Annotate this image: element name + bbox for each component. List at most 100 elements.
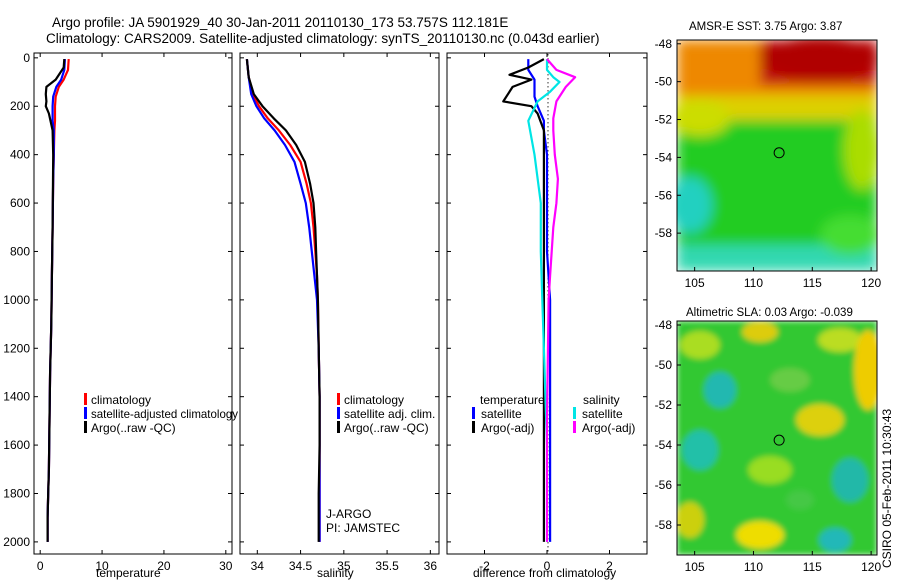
sla-blob [736, 521, 784, 549]
sst-map-title: AMSR-E SST: 3.75 Argo: 3.87 [689, 21, 842, 33]
legend-label-climatology: climatology [91, 393, 151, 407]
sst-map-frame [676, 39, 878, 272]
sst-cyan-west [677, 177, 712, 233]
x-tick-label: 35 [337, 559, 351, 573]
map-x-tick-label: 110 [744, 276, 763, 290]
salinity-lines [245, 58, 321, 542]
series-line-climatology [245, 58, 321, 542]
legend-label-argo: Argo(..raw -QC) [91, 421, 176, 435]
sla-map-ticks: 105 110 115 120 -48 -50 -52 -54 -56 -58 [655, 318, 882, 574]
series-line-argo-raw-qc- [245, 58, 321, 542]
legend-swatch-temp-satellite [472, 407, 475, 419]
y-tick-label: 400 [10, 148, 30, 162]
sla-blob [742, 322, 778, 342]
x-tick-label: 0 [544, 559, 551, 573]
legend-title-salinity: salinity [583, 393, 620, 407]
sla-blob [819, 528, 851, 552]
y-tick-label: 1600 [3, 438, 30, 452]
map-y-tick-label: -54 [655, 150, 673, 164]
x-tick-label: -2 [479, 559, 490, 573]
legend-swatch-sal-argo [573, 421, 576, 433]
map-x-tick-label: 120 [861, 276, 881, 290]
sst-green-east [820, 215, 877, 255]
legend-swatch-argo [84, 421, 87, 433]
y-tick-label: 1000 [3, 293, 30, 307]
sla-blob [770, 368, 810, 392]
x-tick-label: 34.5 [289, 559, 313, 573]
legend-swatch-climatology [337, 393, 340, 405]
map-x-tick-label: 105 [685, 560, 705, 574]
salinity-legend: climatology satellite adj. clim. Argo(..… [337, 393, 435, 435]
series-line-salinity-argo-adj- [545, 58, 577, 542]
map-x-tick-label: 105 [685, 276, 705, 290]
legend-title-temperature: temperature [480, 393, 545, 407]
sst-map: AMSR-E SST: 3.75 Argo: 3.87 105 110 115 120… [655, 21, 882, 290]
figure-title-line2: Climatology: CARS2009. Satellite-adjuste… [46, 31, 600, 46]
sla-blob [748, 456, 792, 484]
annotation-j-argo: J-ARGO [326, 507, 371, 521]
map-y-tick-label: -54 [655, 438, 673, 452]
legend-label-argo: Argo(..raw -QC) [344, 421, 429, 435]
difference-lines [502, 58, 577, 542]
difference-legend: temperature salinity satellite Argo(-adj… [472, 393, 635, 435]
sst-map-ticks: 105 110 115 120 -48 -50 -52 -54 -56 -58 [655, 37, 882, 290]
y-tick-label: 1800 [3, 486, 30, 500]
sla-map-title: Altimetric SLA: 0.03 Argo: -0.039 [686, 307, 853, 319]
x-tick-label: 10 [95, 559, 109, 573]
map-y-tick-label: -48 [655, 318, 673, 332]
series-line-temperature-argo-adj- [502, 58, 546, 542]
difference-panel: -2 0 2 difference from climatology tempera… [446, 52, 648, 580]
temperature-xlabel: temperature [96, 566, 161, 580]
series-line-argo-raw-qc- [44, 59, 66, 542]
temperature-axes-frame [33, 52, 233, 555]
legend-swatch-argo [337, 421, 340, 433]
legend-label-temp-satellite: satellite [481, 407, 522, 421]
x-tick-label: 35.5 [375, 559, 399, 573]
csiro-timestamp: CSIRO 05-Feb-2011 10:30:43 [880, 408, 894, 568]
sla-blob [818, 328, 862, 352]
y-tick-label: 200 [10, 99, 30, 113]
sla-map-frame [676, 320, 878, 556]
sla-argo-position-marker [773, 434, 785, 446]
y-tick-label: 1400 [3, 390, 30, 404]
figure-title-line1: Argo profile: JA 5901929_40 30-Jan-2011 … [52, 15, 508, 30]
x-tick-label: 0 [37, 559, 44, 573]
map-y-tick-label: -56 [655, 478, 673, 492]
map-y-tick-label: -48 [655, 37, 673, 51]
map-x-tick-label: 115 [803, 276, 822, 290]
y-tick-label: 0 [23, 51, 30, 65]
difference-xlabel: difference from climatology [473, 566, 616, 580]
annotation-pi-jamstec: PI: JAMSTEC [326, 521, 400, 535]
y-tick-label: 600 [10, 196, 30, 210]
legend-label-satellite-adjusted: satellite-adjusted climatology [91, 407, 238, 421]
map-x-tick-label: 110 [744, 560, 763, 574]
legend-label-sal-satellite: satellite [582, 407, 623, 421]
legend-label-climatology: climatology [344, 393, 404, 407]
sla-blob [786, 490, 814, 510]
legend-swatch-satellite-adjusted [84, 407, 87, 419]
legend-label-sal-argo: Argo(-adj) [582, 421, 635, 435]
sst-hot-patch [760, 40, 877, 80]
legend-swatch-sal-satellite [573, 407, 576, 419]
legend-swatch-satellite-adj [337, 407, 340, 419]
map-y-tick-label: -50 [655, 75, 673, 89]
sla-blob [704, 372, 736, 408]
sla-blob [832, 458, 868, 502]
series-line-temperature-satellite [527, 59, 552, 542]
sla-heatmap-image [677, 321, 877, 555]
map-x-tick-label: 115 [803, 560, 822, 574]
temperature-panel: 0 10 20 30 0 200 400 600 800 1000 1200 1400 1600 1800… [3, 51, 238, 580]
x-tick-label: 36 [424, 559, 438, 573]
sla-blob [680, 331, 720, 359]
sst-argo-position-marker [773, 147, 785, 159]
y-tick-label: 1200 [3, 341, 30, 355]
legend-swatch-temp-argo [472, 421, 475, 433]
temperature-legend: climatology satellite-adjusted climatolo… [84, 393, 238, 435]
sla-map: Altimetric SLA: 0.03 Argo: -0.039 [655, 307, 882, 574]
salinity-panel: 34 34.5 35 35.5 36 salinity climatology sate… [239, 52, 440, 580]
x-tick-label: 2 [606, 559, 613, 573]
series-line-satellite-adjusted-climatology [46, 59, 66, 542]
map-y-tick-label: -56 [655, 188, 673, 202]
sst-yellow-right [844, 110, 877, 190]
y-tick-label: 800 [10, 244, 30, 258]
